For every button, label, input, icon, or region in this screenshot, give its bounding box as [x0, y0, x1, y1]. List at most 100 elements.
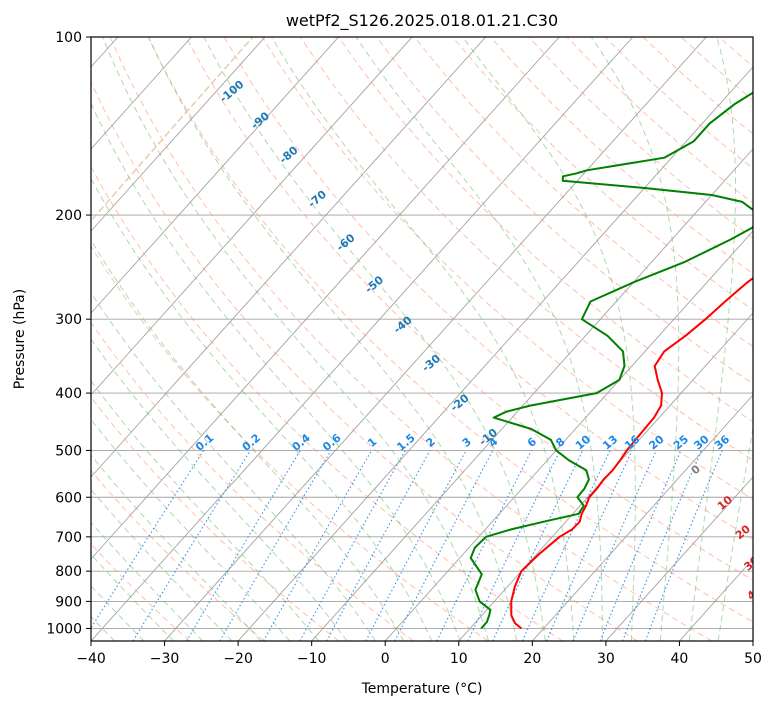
moist-adiabat-line: [590, 37, 680, 641]
isotherm-line: [91, 37, 487, 478]
y-axis-label: Pressure (hPa): [12, 289, 28, 389]
mixing-ratio-label: 1: [365, 435, 379, 450]
moist-adiabat-line: [102, 37, 489, 641]
y-tick-label: 800: [55, 564, 82, 580]
dewpoint-profile-line: [469, 91, 753, 630]
mixing-ratio-line: [365, 450, 467, 641]
dry-adiabat-line: [452, 37, 753, 311]
x-tick-label: −20: [223, 651, 253, 667]
isotherm-line: [91, 37, 560, 560]
moist-adiabat-label: -20: [448, 391, 472, 414]
moist-adiabat-label: -40: [391, 313, 415, 336]
isotherm-line: [237, 66, 753, 641]
isotherm-line: [311, 148, 753, 641]
mixing-ratio-line: [492, 450, 584, 641]
mixing-ratio-label: 25: [671, 433, 691, 453]
dry-adiabat-label: 40: [745, 583, 765, 603]
moist-adiabat-line: [688, 37, 736, 641]
dry-adiabat-line: [91, 470, 265, 641]
dry-adiabat-line: [718, 37, 753, 68]
mixing-ratio-line: [186, 450, 301, 641]
mixing-ratio-line: [263, 450, 373, 641]
mixing-ratio-line: [326, 450, 431, 641]
dry-adiabat-line: [757, 37, 775, 641]
isotherm-line: [91, 37, 634, 641]
dry-adiabat-line: [91, 321, 414, 641]
temperature-profile-line: [510, 276, 753, 630]
moist-adiabat-line: [355, 37, 604, 641]
moist-adiabat-label: -90: [248, 109, 272, 132]
moist-adiabat-line: [717, 425, 753, 641]
dry-adiabat-label: 30: [742, 553, 762, 573]
dry-adiabat-line: [566, 37, 753, 204]
moist-adiabat-line: [91, 380, 319, 641]
x-tick-label: −40: [76, 651, 106, 667]
mixing-ratio-label: 30: [691, 432, 711, 452]
dry-adiabat-line: [642, 37, 753, 135]
chart-title: wetPf2_S126.2025.018.01.21.C30: [286, 11, 558, 31]
mixing-ratio-label: 6: [525, 435, 539, 450]
mixing-ratio-label: 3: [460, 435, 474, 450]
x-tick-label: 0: [381, 651, 390, 667]
x-tick-label: 40: [671, 651, 689, 667]
dry-adiabat-line: [91, 245, 489, 641]
moist-adiabat-line: [91, 102, 461, 641]
dry-adiabat-line: [680, 37, 753, 101]
x-axis: −40 −30 −20 −10 0 10 20 30 40 50: [76, 641, 762, 667]
dry-adiabat-line: [414, 37, 753, 348]
isotherm-line: [752, 640, 753, 641]
mixing-ratio-line: [299, 450, 406, 641]
y-tick-label: 300: [55, 312, 82, 328]
moist-adiabat-line: [91, 239, 405, 641]
dry-adiabat-line: [223, 37, 753, 540]
moist-adiabat-line: [148, 37, 518, 641]
isotherm-line: [384, 230, 753, 641]
mixing-ratio-label: 20: [646, 432, 666, 452]
x-tick-label: 50: [744, 651, 762, 667]
moist-adiabat-label: -100: [217, 78, 247, 106]
y-tick-label: 200: [55, 208, 82, 224]
plot-frame: [90, 36, 754, 642]
moist-adiabat-line: [462, 37, 636, 641]
x-axis-label: Temperature (°C): [361, 681, 483, 697]
moist-adiabat-line: [91, 418, 291, 641]
isotherm-line: [91, 37, 266, 232]
moist-adiabat-line: [203, 37, 546, 641]
mixing-ratio-label: 13: [600, 433, 620, 453]
mixing-ratio-label: 2: [424, 435, 438, 450]
y-tick-label: 900: [55, 594, 82, 610]
mixing-ratio-line: [91, 450, 205, 630]
mixing-ratio-line: [132, 450, 251, 641]
y-tick-label: 100: [55, 30, 82, 46]
isotherm-line: [91, 37, 192, 150]
x-tick-label: −10: [297, 651, 327, 667]
dry-adiabat-line: [376, 37, 753, 385]
isotherm-line: [531, 394, 753, 641]
isotherm-line: [605, 476, 753, 641]
isotherm-line: [679, 558, 753, 641]
dry-adiabat-label: 10: [715, 493, 735, 513]
mixing-ratio-label: 10: [573, 432, 593, 452]
plot-area: 0.1 0.2 0.4 0.6 1 1.5 2 3 4 6 8 10 13 16 20 25 30 36-100-…: [91, 37, 775, 641]
moist-adiabat-line: [91, 291, 376, 641]
y-tick-label: 700: [55, 530, 82, 546]
dry-adiabat-line: [91, 396, 340, 641]
moist-adiabat-label: -60: [334, 231, 358, 254]
mixing-ratio-line: [599, 450, 682, 641]
isotherm-line: [91, 37, 413, 396]
isotherm-line: [458, 312, 753, 641]
dry-adiabat-label: 20: [733, 522, 753, 542]
y-tick-label: 500: [55, 443, 82, 459]
dry-adiabat-line: [91, 80, 638, 641]
moist-adiabat-label: -70: [305, 188, 329, 211]
y-axis: 100 200 300 400 500 600 700 800 900 1000: [46, 30, 91, 637]
moist-adiabat-label: -80: [277, 143, 301, 166]
y-tick-label: 400: [55, 386, 82, 402]
dry-adiabat-line: [604, 37, 753, 169]
x-tick-label: 30: [597, 651, 615, 667]
dry-adiabat-line: [109, 37, 713, 641]
x-tick-label: 20: [523, 651, 541, 667]
mixing-ratio-line: [436, 450, 532, 641]
isotherm-line: [164, 37, 707, 641]
y-tick-label: 1000: [46, 621, 82, 637]
